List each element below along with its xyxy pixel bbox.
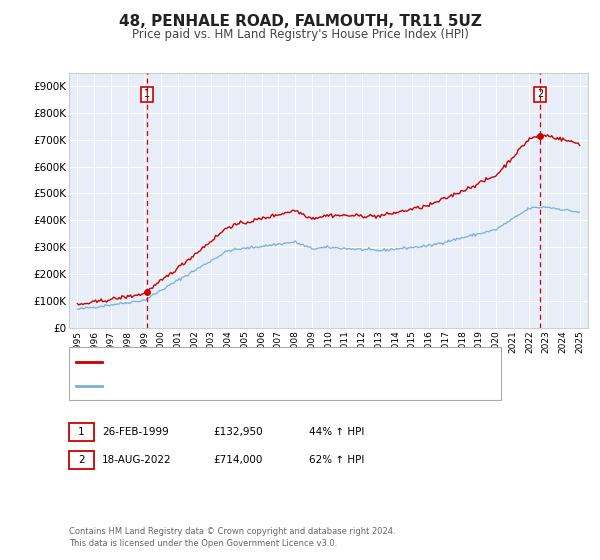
Text: HPI: Average price, detached house, Cornwall: HPI: Average price, detached house, Corn… <box>106 381 334 391</box>
Text: 18-AUG-2022: 18-AUG-2022 <box>102 455 172 465</box>
Text: 1: 1 <box>144 89 150 99</box>
Text: 2: 2 <box>537 89 543 99</box>
Text: 26-FEB-1999: 26-FEB-1999 <box>102 427 169 437</box>
Text: Price paid vs. HM Land Registry's House Price Index (HPI): Price paid vs. HM Land Registry's House … <box>131 28 469 41</box>
Text: £132,950: £132,950 <box>213 427 263 437</box>
Text: 48, PENHALE ROAD, FALMOUTH, TR11 5UZ: 48, PENHALE ROAD, FALMOUTH, TR11 5UZ <box>119 14 481 29</box>
Text: 1: 1 <box>78 427 85 437</box>
Text: 48, PENHALE ROAD, FALMOUTH, TR11 5UZ (detached house): 48, PENHALE ROAD, FALMOUTH, TR11 5UZ (de… <box>106 357 410 367</box>
Text: 62% ↑ HPI: 62% ↑ HPI <box>309 455 364 465</box>
Text: Contains HM Land Registry data © Crown copyright and database right 2024.
This d: Contains HM Land Registry data © Crown c… <box>69 527 395 548</box>
Text: £714,000: £714,000 <box>213 455 262 465</box>
Text: 2: 2 <box>78 455 85 465</box>
Text: 44% ↑ HPI: 44% ↑ HPI <box>309 427 364 437</box>
